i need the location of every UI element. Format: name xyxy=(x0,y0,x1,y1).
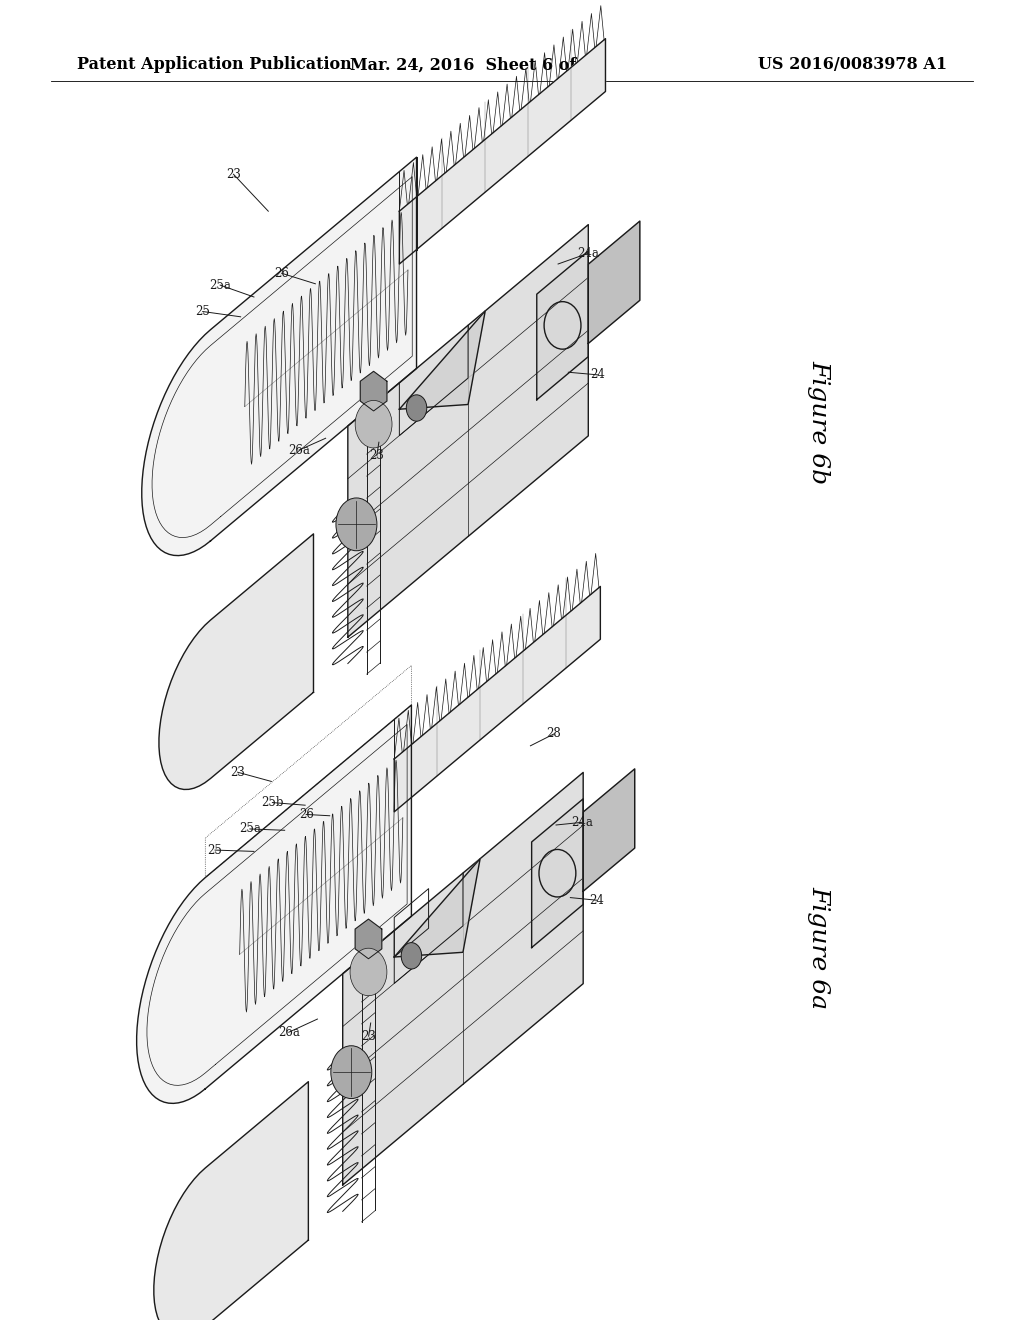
Text: 23: 23 xyxy=(370,449,384,462)
Circle shape xyxy=(331,1045,372,1098)
Polygon shape xyxy=(154,1081,308,1320)
Text: 25a: 25a xyxy=(239,822,261,836)
Text: Figure 6b: Figure 6b xyxy=(808,360,830,484)
Polygon shape xyxy=(141,157,417,556)
Polygon shape xyxy=(589,222,640,343)
Text: 23: 23 xyxy=(361,1030,376,1043)
Polygon shape xyxy=(136,705,412,1104)
Polygon shape xyxy=(399,38,605,264)
Polygon shape xyxy=(584,770,635,891)
Text: 24a: 24a xyxy=(577,247,599,260)
Polygon shape xyxy=(159,533,313,789)
Text: 25: 25 xyxy=(208,843,222,857)
Polygon shape xyxy=(343,772,584,1185)
Circle shape xyxy=(407,395,427,421)
Text: US 2016/0083978 A1: US 2016/0083978 A1 xyxy=(758,57,947,73)
Polygon shape xyxy=(394,586,600,812)
Circle shape xyxy=(350,948,387,995)
Polygon shape xyxy=(399,312,485,409)
Text: 28: 28 xyxy=(547,727,561,741)
Text: 25: 25 xyxy=(196,305,210,318)
Text: 24: 24 xyxy=(591,368,605,381)
Text: 23: 23 xyxy=(226,168,241,181)
Circle shape xyxy=(336,498,377,550)
Polygon shape xyxy=(394,859,480,957)
Text: 26a: 26a xyxy=(288,444,310,457)
Text: 25b: 25b xyxy=(261,796,284,809)
Text: Patent Application Publication: Patent Application Publication xyxy=(77,57,351,73)
Text: Mar. 24, 2016  Sheet 6 of 7: Mar. 24, 2016 Sheet 6 of 7 xyxy=(349,57,593,73)
Text: 26a: 26a xyxy=(278,1026,300,1039)
Polygon shape xyxy=(348,224,589,638)
Text: 25a: 25a xyxy=(209,279,231,292)
Circle shape xyxy=(401,942,422,969)
Text: 23: 23 xyxy=(230,766,245,779)
Polygon shape xyxy=(537,251,589,400)
Text: Figure 6a: Figure 6a xyxy=(808,886,830,1010)
Polygon shape xyxy=(531,799,584,948)
Circle shape xyxy=(355,400,392,447)
Polygon shape xyxy=(355,919,382,958)
Polygon shape xyxy=(360,371,387,411)
Text: 26: 26 xyxy=(299,808,313,821)
Text: 24: 24 xyxy=(590,894,604,907)
Text: 24a: 24a xyxy=(570,816,593,829)
Text: 26: 26 xyxy=(274,267,289,280)
